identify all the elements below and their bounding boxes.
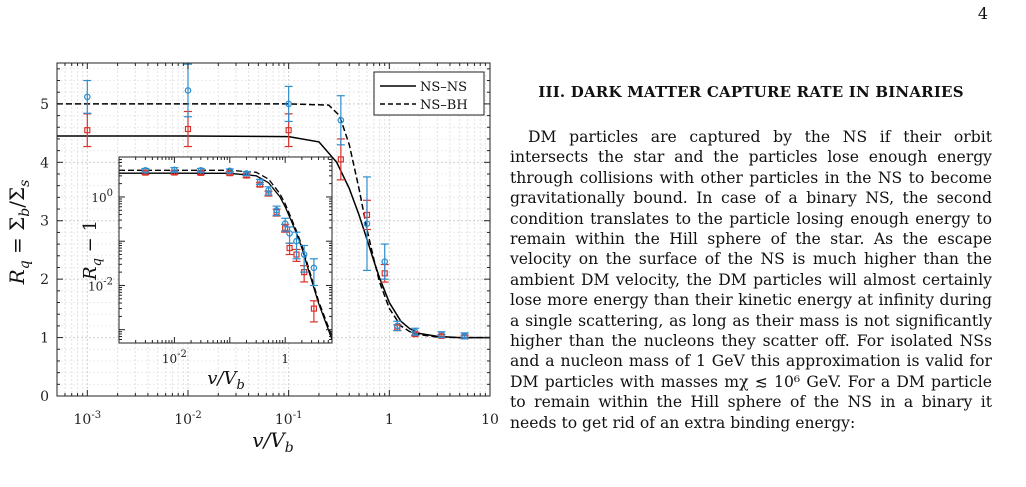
inset-plot-frame <box>118 156 333 344</box>
inset-data-point-circle <box>309 258 318 287</box>
main-data-point-circle <box>83 79 92 114</box>
main-data-point-circle <box>284 85 293 123</box>
inset-data-point-circle <box>292 231 301 260</box>
svg-text:Rq − 1: Rq − 1 <box>80 220 105 281</box>
inset-data-point-circle <box>264 186 273 196</box>
main-data-point-circle <box>437 331 446 339</box>
inset-data-point-circle <box>242 170 251 177</box>
svg-text:Rq = Σb/Σs: Rq = Σb/Σs <box>5 180 33 286</box>
text-column: III. DARK MATTER CAPTURE RATE IN BINARIE… <box>510 84 992 433</box>
main-y-tick-label: 2 <box>40 272 49 288</box>
main-x-tick-label: 1 <box>385 412 394 428</box>
inset-data-point-circle <box>255 178 264 186</box>
main-x-tick-label: 10-3 <box>74 410 102 428</box>
legend-label-ns-bh: NS–BH <box>420 98 468 113</box>
svg-text:v/Vb: v/Vb <box>207 368 245 393</box>
main-data-point-circle <box>460 332 469 340</box>
main-y-axis-label: Rq = Σb/Σs <box>5 180 33 286</box>
inset-data-point-circle <box>196 167 205 174</box>
legend-label-ns-ns: NS–NS <box>420 80 467 95</box>
main-x-tick-label: 10-2 <box>174 410 202 428</box>
main-y-tick-label: 1 <box>40 331 49 347</box>
main-x-axis-label: v/Vb <box>252 428 293 456</box>
main-series-line-ns-bh <box>57 103 490 339</box>
inset-x-axis-label: v/Vb <box>207 368 245 393</box>
main-x-tick-label: 10-1 <box>275 410 303 428</box>
inset-x-tick-label: 1 <box>281 352 289 366</box>
main-data-point-circle <box>362 176 371 271</box>
inset-data-point-circle <box>285 226 294 244</box>
inset-data-point-circle <box>272 205 281 217</box>
main-data-point-square <box>83 113 92 148</box>
inset-data-point-circle <box>225 167 234 175</box>
main-y-tick-label: 0 <box>40 389 49 405</box>
main-data-point-circle <box>336 95 345 146</box>
inset-y-tick-label: 100 <box>91 188 113 205</box>
body-paragraph: DM particles are captured by the NS if t… <box>510 128 992 432</box>
main-data-point-circle <box>380 243 389 280</box>
main-data-point-circle <box>411 327 420 336</box>
main-data-point-circle <box>393 320 402 332</box>
legend: NS–NS NS–BH <box>373 71 485 116</box>
inset-data-point-circle <box>141 167 150 174</box>
main-x-tick-label: 10 <box>481 412 499 428</box>
inset-data-point-square <box>309 300 318 323</box>
main-y-tick-label: 5 <box>40 97 49 113</box>
main-y-tick-label: 4 <box>40 155 49 171</box>
main-data-point-circle <box>183 63 192 118</box>
page-number: 4 <box>977 4 988 23</box>
inset-y-axis-label: Rq − 1 <box>80 220 105 281</box>
inset-data-point-circle <box>170 166 179 174</box>
main-series-line-ns-ns <box>57 135 490 339</box>
main-y-tick-label: 3 <box>40 214 49 230</box>
section-title: III. DARK MATTER CAPTURE RATE IN BINARIE… <box>538 83 964 101</box>
svg-text:v/Vb: v/Vb <box>252 428 293 456</box>
inset-data-point-circle <box>300 244 309 273</box>
